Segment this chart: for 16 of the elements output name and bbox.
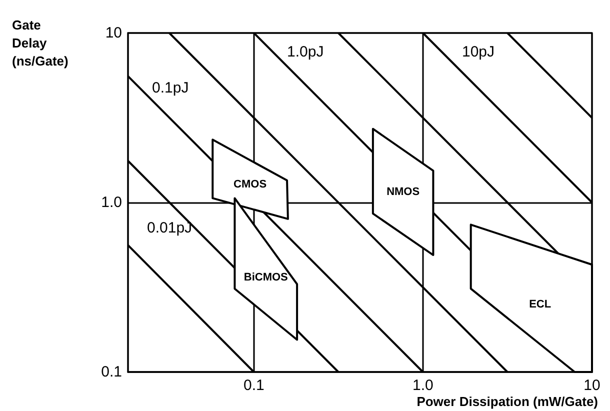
y-axis-title: Gate Delay (ns/Gate) <box>12 18 68 68</box>
annotation: 1.0pJ <box>287 44 324 60</box>
series-label: BiCMOS <box>244 272 288 284</box>
series-label: CMOS <box>234 178 267 190</box>
annotation: 0.1pJ <box>152 80 189 96</box>
y-tick-label: 10 <box>105 24 122 42</box>
x-axis-title: Power Dissipation (mW/Gate) <box>416 394 598 409</box>
x-tick-label: 1.0 <box>412 377 434 394</box>
annotation: 10pJ <box>462 44 495 60</box>
y-tick-label: 0.1 <box>101 364 122 380</box>
y-tick-label: 1.0 <box>101 194 122 211</box>
x-tick-label: 0.1 <box>243 377 264 394</box>
x-tick-label: 10 <box>584 377 600 394</box>
annotation: 0.01pJ <box>147 220 192 236</box>
series-label: NMOS <box>386 186 420 198</box>
series-label: ECL <box>529 298 552 310</box>
